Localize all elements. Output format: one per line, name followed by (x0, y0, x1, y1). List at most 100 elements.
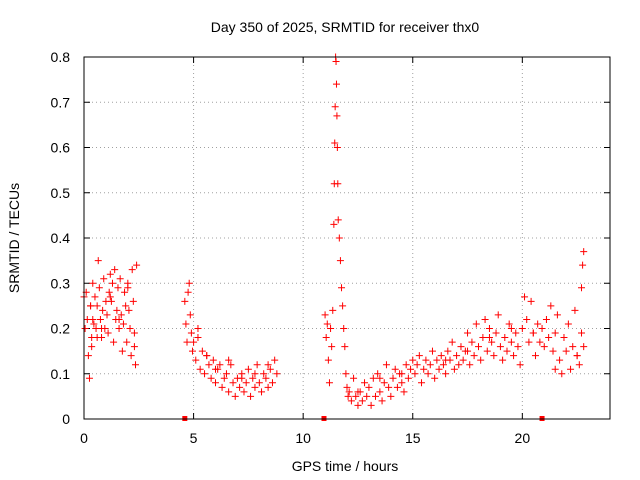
data-point (376, 388, 384, 396)
data-point (273, 370, 281, 378)
data-point (475, 343, 482, 351)
grid-lines (83, 56, 610, 420)
data-point (327, 325, 335, 332)
data-point (342, 370, 350, 378)
data-point (331, 139, 339, 147)
data-point (485, 325, 493, 332)
data-point (380, 379, 388, 387)
y-tick-label: 0.7 (51, 94, 71, 110)
data-point (87, 302, 95, 310)
data-point (222, 370, 230, 378)
x-tick-label: 20 (515, 430, 531, 446)
data-point (203, 352, 211, 360)
data-point (128, 266, 136, 274)
data-point (258, 388, 266, 396)
data-point (505, 320, 513, 328)
data-point (481, 315, 489, 323)
data-point (231, 392, 239, 400)
data-point (523, 315, 531, 323)
data-point (225, 388, 233, 396)
data-point (262, 374, 270, 382)
data-point (331, 103, 339, 111)
data-point (558, 370, 566, 378)
data-point (378, 397, 386, 405)
data-point (328, 343, 336, 351)
data-point (579, 261, 587, 269)
data-point (325, 379, 333, 387)
data-point (531, 352, 539, 360)
data-point (367, 401, 375, 409)
data-point (91, 293, 99, 301)
data-point (428, 347, 436, 355)
data-point (569, 343, 577, 351)
data-point (251, 383, 259, 391)
data-point (464, 329, 472, 337)
data-point (341, 343, 349, 351)
data-point (227, 361, 235, 369)
data-point (242, 379, 250, 387)
data-point (439, 361, 447, 369)
data-point (512, 329, 520, 337)
data-point (545, 334, 553, 342)
chart-title: Day 350 of 2025, SRMTID for receiver thx… (211, 19, 480, 35)
data-point (560, 334, 568, 342)
data-point (507, 325, 515, 332)
data-point (536, 338, 544, 346)
data-point (387, 392, 395, 400)
data-point (479, 334, 487, 342)
data-point (369, 374, 377, 382)
data-point (347, 397, 355, 405)
data-point (324, 356, 332, 364)
data-point (418, 379, 426, 387)
data-point (132, 361, 140, 369)
data-point (551, 329, 559, 337)
x-tick-label: 10 (295, 430, 311, 446)
data-point (424, 370, 432, 378)
data-point (466, 361, 474, 369)
data-point (201, 370, 209, 378)
data-point (411, 370, 419, 378)
data-point (125, 306, 133, 314)
data-point (442, 356, 450, 364)
y-axis-label: SRMTID / TECUs (6, 183, 22, 293)
data-point (121, 288, 129, 296)
data-point (444, 347, 452, 355)
y-tick-label: 0.5 (51, 185, 71, 201)
data-point (106, 270, 114, 278)
data-point (105, 288, 113, 296)
data-point (247, 392, 255, 400)
data-point (573, 352, 581, 360)
data-point (333, 112, 341, 120)
data-point (209, 356, 217, 364)
data-point (409, 356, 417, 364)
data-point (453, 352, 461, 360)
data-point (115, 325, 123, 332)
data-point (96, 315, 104, 323)
data-point (266, 365, 274, 373)
data-point (260, 370, 268, 378)
data-point (113, 306, 121, 314)
x-tick-label: 0 (80, 430, 88, 446)
data-point (216, 361, 224, 369)
data-point (84, 352, 92, 360)
data-point (332, 58, 340, 66)
data-point (567, 365, 575, 373)
y-tick-label: 0.4 (51, 230, 71, 246)
data-point (181, 297, 189, 305)
data-point (562, 347, 570, 355)
data-point (578, 284, 586, 292)
data-point (323, 320, 331, 328)
data-point (253, 361, 261, 369)
y-tick-label: 0.8 (51, 49, 71, 65)
data-point (129, 297, 137, 305)
data-point (119, 320, 127, 328)
data-point (244, 365, 252, 373)
data-point (365, 383, 373, 391)
data-point (470, 352, 478, 360)
data-point (332, 80, 340, 88)
data-point (114, 284, 122, 292)
data-point (333, 144, 341, 151)
data-point (345, 388, 353, 396)
data-point (220, 374, 228, 382)
